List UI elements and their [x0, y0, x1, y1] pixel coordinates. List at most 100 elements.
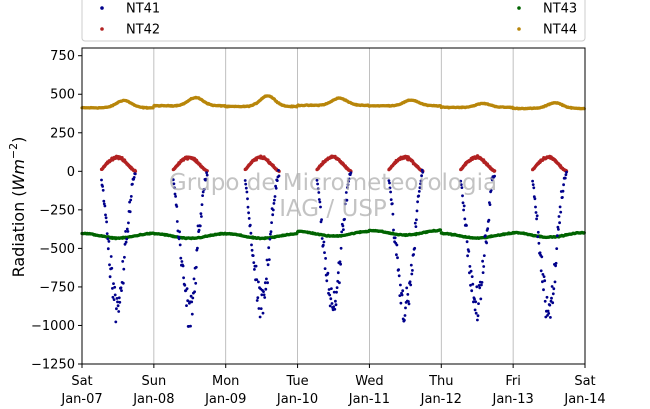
nt41-point	[271, 208, 275, 212]
nt41-point	[547, 312, 551, 315]
nt41-point	[274, 184, 277, 188]
nt41-point	[118, 300, 122, 304]
nt41-point	[277, 169, 280, 172]
nt41-point	[121, 281, 125, 285]
nt41-point	[550, 285, 554, 288]
nt41-point	[330, 287, 333, 290]
nt41-point	[105, 220, 108, 224]
nt41-point	[327, 288, 331, 291]
nt41-point	[339, 262, 342, 266]
nt41-point	[409, 283, 413, 287]
nt41-point	[471, 282, 475, 286]
nt41-point	[317, 198, 321, 201]
nt41-point	[482, 265, 486, 268]
nt41-point	[273, 198, 276, 202]
nt41-point	[561, 196, 564, 199]
nt41-point	[205, 173, 209, 177]
nt41-point	[461, 201, 465, 205]
nt41-point	[459, 179, 463, 183]
nt41-point	[536, 230, 540, 234]
nt41-point	[465, 240, 469, 244]
nt41-point	[252, 261, 256, 264]
nt41-point	[266, 281, 269, 285]
legend: NT41 NT42 NT43 NT44	[81, 0, 586, 42]
series-nt44	[80, 94, 586, 111]
nt41-point	[247, 217, 251, 220]
legend-label-nt41: NT41	[126, 2, 160, 17]
nt41-point	[417, 194, 421, 198]
nt41-point	[105, 232, 109, 236]
nt41-point	[397, 274, 401, 278]
nt41-point	[554, 261, 558, 265]
nt41-point	[334, 303, 338, 307]
nt41-point	[181, 264, 185, 268]
x-tick-label-date: Jan-09	[204, 392, 246, 407]
nt41-point	[484, 234, 487, 238]
nt41-point	[324, 257, 327, 260]
nt41-point	[407, 302, 411, 306]
nt41-point	[564, 173, 568, 177]
nt41-point	[334, 299, 337, 303]
nt41-point	[551, 301, 555, 305]
nt41-point	[114, 320, 118, 324]
nt41-point	[562, 183, 565, 187]
nt41-point	[248, 223, 252, 227]
nt41-point	[273, 195, 277, 198]
nt41-point	[346, 183, 350, 187]
legend-box	[81, 0, 586, 42]
nt42-point	[493, 169, 497, 173]
nt41-point	[535, 214, 539, 218]
nt41-point	[542, 275, 546, 278]
nt41-point	[102, 199, 106, 203]
nt41-point	[460, 186, 464, 190]
nt41-point	[270, 221, 273, 225]
nt41-point	[414, 225, 418, 229]
nt41-point	[333, 307, 337, 311]
nt41-point	[342, 228, 345, 232]
nt41-point	[180, 260, 184, 263]
nt41-point	[419, 182, 422, 186]
nt41-point	[329, 297, 333, 301]
nt41-point	[243, 179, 247, 182]
nt41-point	[269, 230, 273, 234]
nt41-point	[485, 241, 488, 245]
legend-label-nt43: NT43	[543, 2, 577, 17]
nt41-point	[475, 285, 479, 289]
nt41-point	[330, 302, 334, 305]
nt41-point	[112, 282, 115, 285]
nt41-point	[129, 195, 133, 198]
x-tick-label-date: Jan-14	[563, 392, 605, 407]
nt41-point	[470, 275, 474, 278]
nt41-point	[265, 277, 268, 281]
nt41-point	[323, 267, 327, 270]
nt41-point	[389, 190, 392, 194]
nt41-point	[469, 269, 473, 273]
nt41-point	[349, 171, 353, 175]
nt41-point	[481, 271, 485, 274]
nt41-point	[347, 177, 351, 181]
nt41-point	[265, 258, 269, 262]
nt41-point	[125, 227, 129, 231]
nt41-point	[399, 301, 403, 305]
nt41-point	[543, 279, 547, 283]
nt41-point	[126, 221, 130, 225]
nt41-point	[320, 237, 324, 240]
nt41-point	[115, 307, 118, 311]
nt41-point	[546, 309, 550, 313]
nt41-point	[398, 294, 402, 297]
nt41-point	[257, 307, 261, 310]
nt41-point	[246, 205, 250, 209]
nt41-point	[107, 240, 111, 243]
nt41-point	[343, 202, 347, 206]
x-tick-label-day: Thu	[428, 374, 453, 389]
nt41-point	[335, 290, 338, 294]
nt41-point	[117, 296, 121, 300]
watermark: Grupo de Micrometeorologia IAG / USP	[169, 170, 497, 222]
nt41-point	[563, 176, 567, 180]
nt41-point	[559, 210, 563, 214]
nt41-point	[112, 298, 116, 301]
nt41-point	[245, 190, 249, 194]
legend-label-nt44: NT44	[543, 23, 577, 38]
nt41-point	[476, 318, 479, 322]
